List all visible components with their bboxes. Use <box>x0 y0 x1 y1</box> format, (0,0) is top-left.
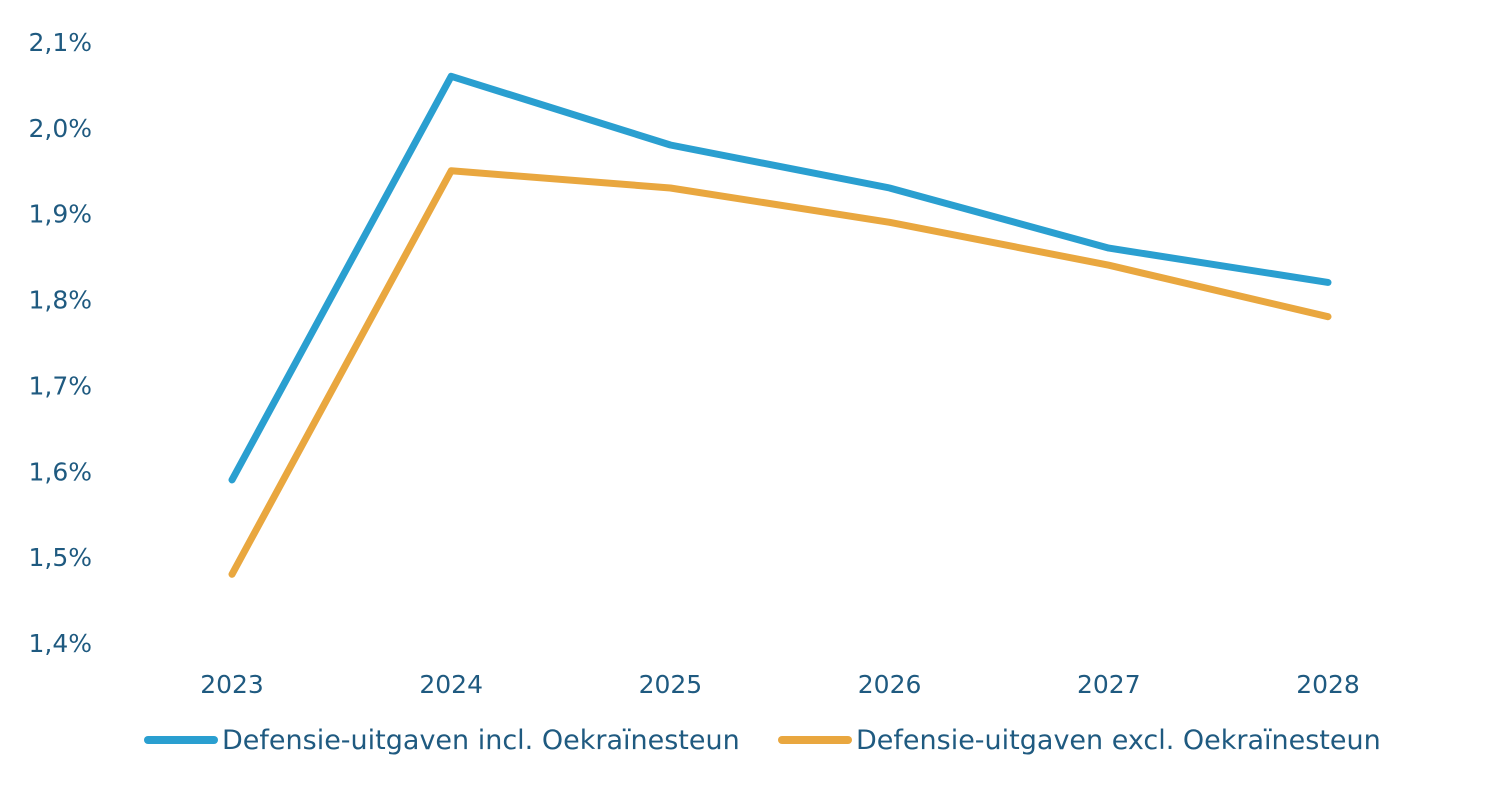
series-line-2 <box>228 167 1332 578</box>
y-tick-label: 1,7% <box>28 371 92 400</box>
series-line-1 <box>228 72 1332 484</box>
legend-label-2: Defensie-uitgaven excl. Oekraïnesteun <box>856 725 1381 756</box>
y-tick-label: 1,9% <box>28 200 92 229</box>
y-axis: 2,1% 2,0% 1,9% 1,8% 1,7% 1,6% 1,5% 1,4% <box>28 28 92 658</box>
x-tick-label: 2024 <box>419 670 483 699</box>
y-tick-label: 2,0% <box>28 114 92 143</box>
x-axis: 2023 2024 2025 2026 2027 2028 <box>200 670 1360 699</box>
y-tick-label: 1,4% <box>28 629 92 658</box>
y-tick-label: 1,8% <box>28 286 92 315</box>
x-tick-label: 2027 <box>1077 670 1141 699</box>
y-tick-label: 2,1% <box>28 28 92 57</box>
legend-label-1: Defensie-uitgaven incl. Oekraïnesteun <box>222 725 740 756</box>
legend: Defensie-uitgaven incl. Oekraïnesteun Def… <box>144 725 1381 756</box>
y-tick-label: 1,5% <box>28 543 92 572</box>
x-tick-label: 2025 <box>639 670 703 699</box>
x-tick-label: 2023 <box>200 670 264 699</box>
plot-area <box>228 72 1332 578</box>
x-tick-label: 2026 <box>858 670 922 699</box>
y-tick-label: 1,6% <box>28 457 92 486</box>
x-tick-label: 2028 <box>1296 670 1360 699</box>
